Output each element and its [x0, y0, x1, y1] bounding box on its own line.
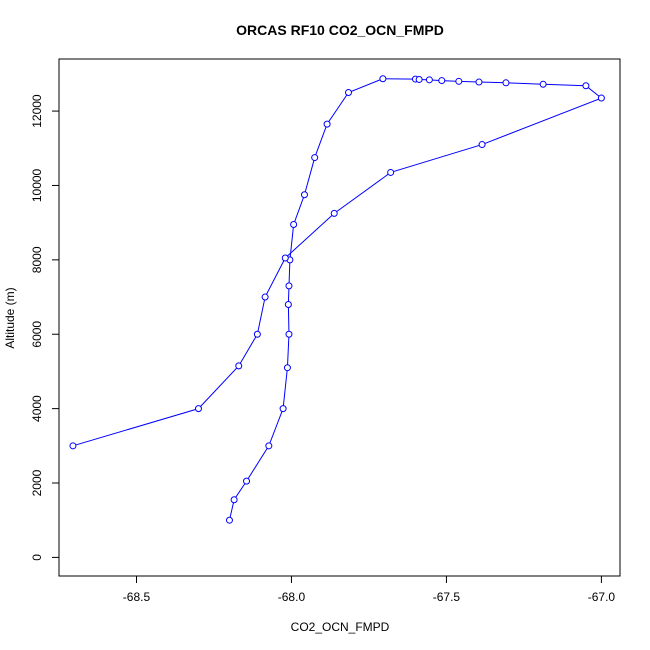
data-point — [290, 221, 298, 229]
data-point — [438, 77, 446, 85]
y-tick-label: 2000 — [30, 469, 44, 496]
y-tick-label: 0 — [30, 554, 44, 561]
data-point — [253, 330, 261, 338]
data-point — [582, 82, 590, 90]
data-point — [283, 364, 291, 372]
series-layer — [69, 75, 605, 524]
data-point — [344, 88, 352, 96]
data-point — [415, 75, 423, 83]
x-axis-label: CO2_OCN_FMPD — [291, 620, 390, 634]
chart-title: ORCAS RF10 CO2_OCN_FMPD — [236, 22, 444, 38]
data-point — [478, 141, 486, 149]
data-point — [379, 75, 387, 83]
y-axis: 0 2000 4000 6000 8000 10000 12000 — [30, 94, 59, 561]
data-point — [265, 442, 273, 450]
data-point — [311, 154, 319, 162]
data-point — [69, 442, 77, 450]
y-axis-label: Altitude (m) — [3, 287, 17, 348]
data-point — [261, 293, 269, 301]
y-tick-label: 8000 — [30, 246, 44, 273]
data-point — [281, 254, 289, 262]
data-point — [455, 77, 463, 85]
data-point — [425, 76, 433, 84]
data-point — [225, 516, 233, 524]
series-line — [72, 78, 603, 521]
x-tick-label: -68.0 — [278, 590, 306, 604]
data-point — [300, 191, 308, 199]
x-tick-label: -67.5 — [433, 590, 461, 604]
data-point — [539, 80, 547, 88]
data-point — [279, 405, 287, 413]
data-point — [284, 300, 292, 308]
data-point — [235, 362, 243, 370]
y-tick-label: 12000 — [30, 94, 44, 128]
data-point — [330, 209, 338, 217]
data-point — [243, 477, 251, 485]
x-tick-label: -67.0 — [588, 590, 616, 604]
data-point — [285, 330, 293, 338]
data-point — [597, 94, 605, 102]
data-point — [230, 496, 238, 504]
y-tick-label: 10000 — [30, 168, 44, 202]
data-point — [323, 120, 331, 128]
data-point — [285, 282, 293, 290]
data-point — [502, 79, 510, 87]
x-axis: -68.5 -68.0 -67.5 -67.0 — [123, 576, 616, 604]
data-point — [387, 168, 395, 176]
data-point — [194, 405, 202, 413]
y-tick-label: 6000 — [30, 321, 44, 348]
y-tick-label: 4000 — [30, 395, 44, 422]
x-tick-label: -68.5 — [123, 590, 151, 604]
data-point — [475, 78, 483, 86]
plot-frame — [58, 58, 621, 577]
